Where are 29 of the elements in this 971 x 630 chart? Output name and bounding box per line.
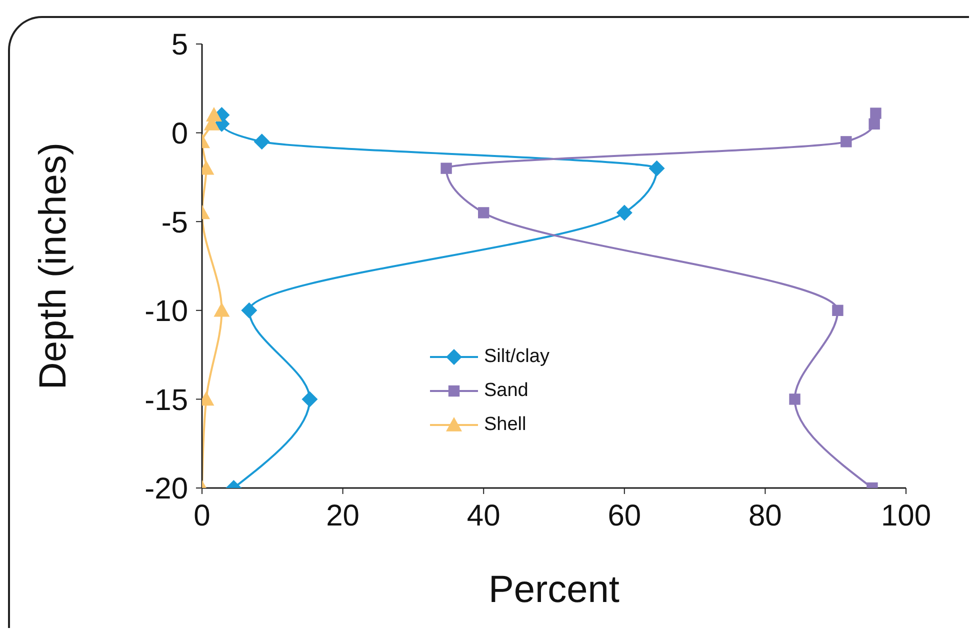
y-tick-label: -15 xyxy=(144,384,188,417)
point xyxy=(840,136,852,148)
point xyxy=(648,160,665,176)
y-tick-label: -20 xyxy=(144,472,188,506)
x-axis-title: Percent xyxy=(488,569,620,611)
point xyxy=(440,162,452,174)
point xyxy=(832,304,844,316)
point xyxy=(478,207,490,218)
point xyxy=(241,302,258,318)
point xyxy=(868,118,880,130)
point xyxy=(254,134,270,150)
x-tick-label: 100 xyxy=(880,499,932,532)
y-axis-title: Depth (inches) xyxy=(32,142,74,390)
x-tick-label: 60 xyxy=(608,499,642,532)
x-tick-label: 80 xyxy=(748,499,782,532)
point xyxy=(616,204,632,221)
legend-label: Sand xyxy=(484,380,528,402)
x-tick-label: 0 xyxy=(194,499,210,532)
point xyxy=(870,108,882,119)
y-tick-label: 0 xyxy=(171,117,188,150)
y-tick-label: -10 xyxy=(144,295,188,328)
point xyxy=(789,394,800,405)
x-tick-label: 20 xyxy=(326,499,360,532)
legend-label: Silt/clay xyxy=(484,346,550,368)
y-tick-label: -5 xyxy=(161,206,188,240)
y-tick-label: 5 xyxy=(171,28,188,62)
point xyxy=(302,391,318,408)
legend-label: Shell xyxy=(484,414,526,436)
x-tick-label: 40 xyxy=(466,499,500,532)
